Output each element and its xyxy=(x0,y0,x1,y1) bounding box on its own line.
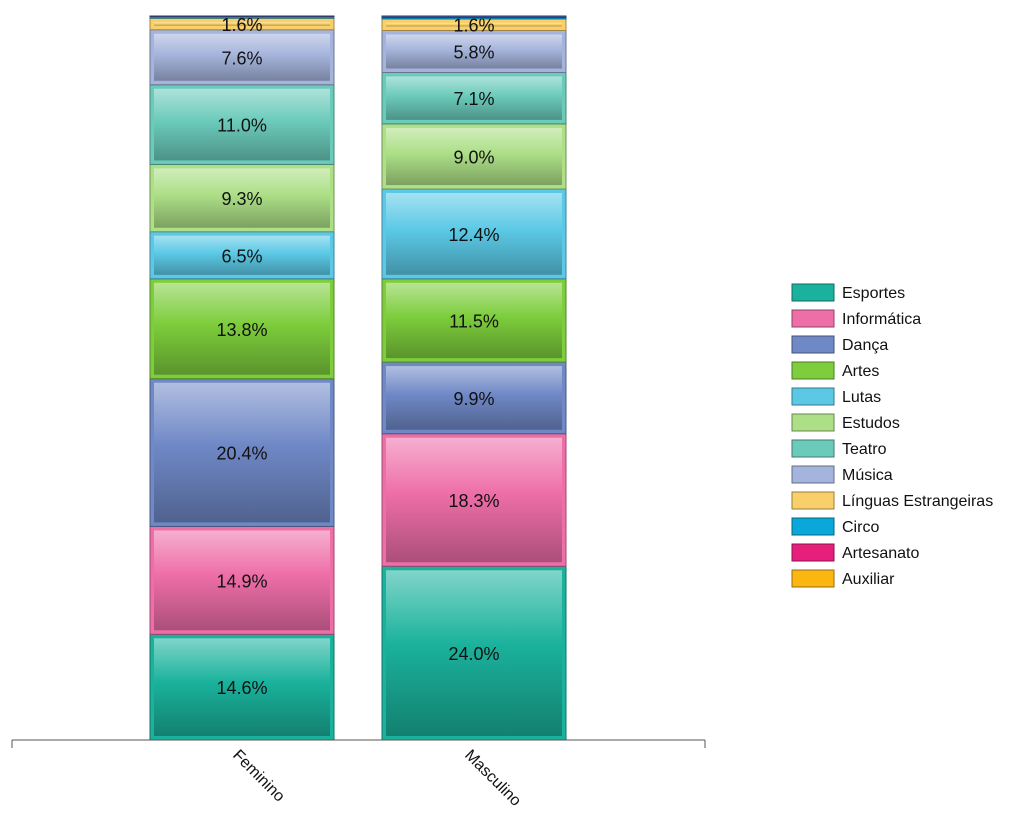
bar-segment-feminino-esportes xyxy=(149,633,335,741)
legend-swatch xyxy=(791,543,835,562)
segment-labels-group: 14.6% 14.9% 20.4% 13.8% 6.5% 9.3% 11.0% 7.6% 1.6… xyxy=(216,15,499,698)
data-label-feminino-musica: 7.6% xyxy=(221,48,262,68)
bar-segment-feminino-artes xyxy=(149,278,335,380)
legend-label: Informática xyxy=(842,311,921,328)
bar-segment-masculino-estudos xyxy=(381,123,567,190)
bar-segment-masculino-musica xyxy=(381,29,567,73)
legend-item-linguas-estrangeiras: Línguas Estrangeiras xyxy=(791,491,993,510)
x-tick-label-feminino: Feminino xyxy=(229,747,288,806)
legend-item-estudos: Estudos xyxy=(791,413,900,432)
legend-item-artes: Artes xyxy=(791,361,879,380)
legend-label: Esportes xyxy=(842,285,905,302)
data-label-masculino-danca: 9.9% xyxy=(453,389,494,409)
bar-segment-feminino-musica xyxy=(149,29,335,86)
bar-segment-fill xyxy=(386,34,562,69)
legend-swatch xyxy=(791,335,835,354)
data-label-feminino-informatica: 14.9% xyxy=(216,571,267,591)
data-label-feminino-linguas-estrangeiras: 1.6% xyxy=(221,15,262,35)
x-axis: Feminino Masculino xyxy=(11,739,706,810)
bar-segment-masculino-artes xyxy=(381,278,567,363)
bar-segment-fill xyxy=(386,22,562,27)
legend-label: Artes xyxy=(842,363,879,380)
data-label-feminino-esportes: 14.6% xyxy=(216,678,267,698)
bar-segment-frame xyxy=(381,15,567,18)
legend-item-informatica: Informática xyxy=(791,309,921,328)
legend-label: Estudos xyxy=(842,415,900,432)
legend-item-lutas: Lutas xyxy=(791,387,881,406)
data-label-masculino-estudos: 9.0% xyxy=(453,147,494,167)
legend-item-esportes: Esportes xyxy=(791,283,905,302)
legend: Esportes Informática Dança Artes Lutas Estudo… xyxy=(791,283,993,588)
bar-segment-fill xyxy=(154,33,330,81)
legend-label: Línguas Estrangeiras xyxy=(842,493,993,510)
bar-segment-feminino-lutas xyxy=(149,231,335,280)
legend-item-circo: Circo xyxy=(791,517,879,536)
legend-swatch xyxy=(791,361,835,380)
bar-segment-masculino-teatro xyxy=(381,71,567,125)
bar-segment-fill xyxy=(154,88,330,161)
data-label-masculino-musica: 5.8% xyxy=(453,42,494,62)
bar-segment-masculino-danca xyxy=(381,361,567,435)
legend-label: Teatro xyxy=(842,441,887,458)
data-label-masculino-artes: 11.5% xyxy=(449,311,499,331)
bar-segment-fill xyxy=(386,437,562,563)
x-tick-label-masculino: Masculino xyxy=(461,747,524,810)
bar-segment-fill xyxy=(386,193,562,275)
bars-group xyxy=(149,15,567,741)
bar-segment-masculino-informatica xyxy=(381,433,567,567)
bar-segment-frame xyxy=(149,15,335,18)
bar-segment-masculino-esportes xyxy=(381,565,567,741)
data-label-feminino-teatro: 11.0% xyxy=(217,116,267,136)
bar-segment-fill xyxy=(386,570,562,736)
data-label-masculino-lutas: 12.4% xyxy=(448,225,499,245)
legend-label: Auxiliar xyxy=(842,571,895,588)
bar-segment-fill xyxy=(154,530,330,631)
legend-swatch xyxy=(791,439,835,458)
legend-swatch xyxy=(791,387,835,406)
legend-item-danca: Dança xyxy=(791,335,888,354)
bar-segment-fill xyxy=(386,282,562,359)
legend-swatch xyxy=(791,517,835,536)
legend-label: Música xyxy=(842,467,893,484)
bar-segment-fill xyxy=(386,366,562,430)
bar-segment-fill xyxy=(154,235,330,275)
bar-segment-fill xyxy=(386,127,562,186)
legend-swatch xyxy=(791,413,835,432)
data-label-feminino-estudos: 9.3% xyxy=(221,189,262,209)
bar-segment-fill xyxy=(154,282,330,375)
data-label-masculino-esportes: 24.0% xyxy=(448,644,499,664)
data-label-feminino-artes: 13.8% xyxy=(216,320,267,340)
legend-label: Lutas xyxy=(842,389,881,406)
bar-segment-fill xyxy=(154,638,330,736)
legend-swatch xyxy=(791,283,835,302)
data-label-feminino-lutas: 6.5% xyxy=(221,246,262,266)
legend-label: Dança xyxy=(842,337,888,354)
legend-item-artesanato: Artesanato xyxy=(791,543,919,562)
bar-segment-feminino-estudos xyxy=(149,163,335,233)
legend-label: Artesanato xyxy=(842,545,919,562)
bar-segment-fill xyxy=(154,382,330,523)
data-label-masculino-teatro: 7.1% xyxy=(453,89,494,109)
bar-segment-feminino-teatro xyxy=(149,84,335,165)
data-label-masculino-linguas-estrangeiras: 1.6% xyxy=(453,16,494,36)
bar-segment-feminino-series xyxy=(149,15,335,18)
legend-swatch xyxy=(791,491,835,510)
bar-segment-fill xyxy=(154,168,330,228)
legend-swatch xyxy=(791,569,835,588)
legend-item-auxiliar: Auxiliar xyxy=(791,569,895,588)
legend-swatch xyxy=(791,309,835,328)
bar-segment-masculino-series xyxy=(381,15,567,18)
data-label-feminino-danca: 20.4% xyxy=(216,444,267,464)
data-label-masculino-informatica: 18.3% xyxy=(448,491,499,511)
legend-item-teatro: Teatro xyxy=(791,439,887,458)
legend-swatch xyxy=(791,465,835,484)
bar-segment-masculino-lutas xyxy=(381,188,567,280)
bar-segment-fill xyxy=(386,76,562,120)
legend-item-musica: Música xyxy=(791,465,893,484)
bar-segment-feminino-danca xyxy=(149,378,335,527)
bar-segment-fill xyxy=(154,22,330,26)
legend-label: Circo xyxy=(842,519,879,536)
